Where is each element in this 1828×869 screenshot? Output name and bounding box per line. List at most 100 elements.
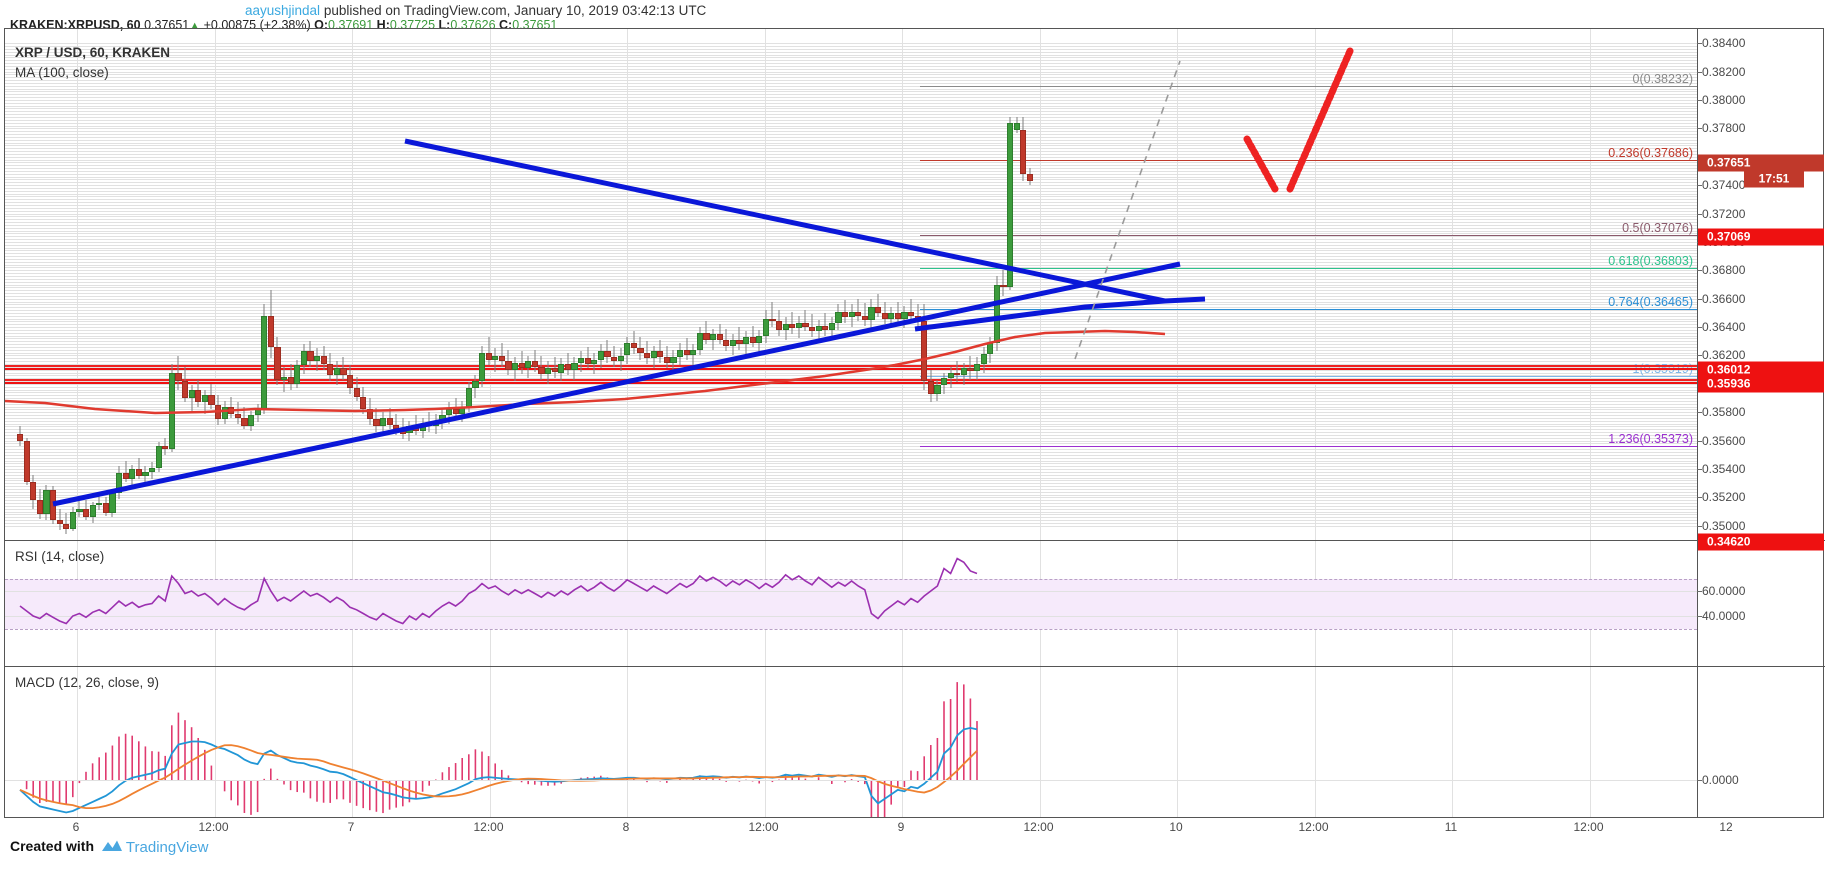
price-tick: 0.36800: [1696, 263, 1746, 278]
price-gridline: [5, 421, 1697, 422]
macd-overlay: [19, 682, 978, 817]
price-plot-area[interactable]: 0(0.38232) 0.236(0.37686) 0.5(0.37076) 0.61…: [5, 29, 1697, 540]
price-gridline: [5, 463, 1697, 464]
price-gridline: [5, 307, 1697, 308]
price-gridline: [5, 429, 1697, 430]
price-pane[interactable]: 0(0.38232) 0.236(0.37686) 0.5(0.37076) 0.61…: [5, 29, 1825, 551]
candle-body: [195, 389, 202, 403]
support-resistance-line: [5, 368, 1697, 370]
macd-plot-area[interactable]: [5, 667, 1697, 817]
price-gridline: [5, 304, 1697, 305]
candlestick: [327, 29, 334, 540]
candle-body: [267, 315, 274, 347]
price-gridline: [5, 293, 1697, 294]
price-gridline: [5, 285, 1697, 286]
candle-body: [551, 368, 558, 373]
candlestick: [1007, 29, 1014, 540]
candle-wick: [857, 298, 859, 322]
price-gridline: [5, 483, 1697, 484]
time-tick: 9: [897, 820, 905, 834]
candle-body: [716, 334, 723, 340]
candlestick: [611, 29, 618, 540]
price-gridline: [5, 86, 1697, 87]
candlestick: [89, 29, 96, 540]
candle-body: [683, 349, 690, 356]
support-resistance-line: [5, 365, 1697, 367]
rsi-plot-area[interactable]: [5, 541, 1697, 666]
candle-body: [888, 312, 895, 319]
price-gridline: [5, 259, 1697, 260]
candle-wick: [534, 349, 536, 373]
candlestick: [234, 29, 241, 540]
macd-pane[interactable]: 0.0000 MACD (12, 26, close, 9): [5, 667, 1825, 817]
price-gridline: [5, 350, 1697, 351]
rsi-pane[interactable]: 60.0000 40.0000 RSI (14, close): [5, 541, 1825, 667]
time-tick: 7: [347, 820, 355, 834]
candlestick: [848, 29, 855, 540]
price-gridline: [5, 228, 1697, 229]
chart-frame: 0(0.38232) 0.236(0.37686) 0.5(0.37076) 0.61…: [4, 28, 1825, 818]
candlestick: [894, 29, 901, 540]
candle-body: [769, 318, 776, 322]
price-tick: 0.35800: [1696, 405, 1746, 420]
candlestick: [881, 29, 888, 540]
rsi-level-30: [5, 628, 1697, 630]
price-gridline: [5, 276, 1697, 277]
macd-scale[interactable]: 0.0000: [1697, 667, 1825, 817]
price-gridline: [5, 441, 1697, 442]
candlestick: [974, 29, 981, 540]
tradingview-brand[interactable]: TradingView: [125, 838, 209, 856]
price-gridline: [5, 162, 1697, 163]
author-name[interactable]: aayushjindal: [245, 3, 321, 18]
candlestick: [353, 29, 360, 540]
price-gridline: [5, 319, 1697, 320]
price-gridline: [5, 466, 1697, 467]
candlestick: [756, 29, 763, 540]
price-gridline: [5, 446, 1697, 447]
candle-wick: [771, 301, 773, 328]
price-gridline: [5, 117, 1697, 118]
price-gridline: [5, 196, 1697, 197]
candle-wick: [824, 312, 826, 336]
price-gridline: [5, 373, 1697, 374]
candlestick: [630, 29, 637, 540]
price-gridline: [5, 108, 1697, 109]
price-tag: 0.37069: [1698, 228, 1824, 246]
candlestick: [201, 29, 208, 540]
price-gridline: [5, 256, 1697, 257]
price-gridline: [5, 100, 1697, 101]
candle-body: [604, 351, 611, 357]
projection-down-arrow: [1243, 135, 1279, 193]
price-gridline: [5, 387, 1697, 388]
price-gridline: [5, 177, 1697, 178]
time-axis[interactable]: 6 12:00 7 12:00 8 12:00 9 12:00 10 12:00 11 12:00 12: [4, 818, 1824, 838]
price-gridline: [5, 409, 1697, 410]
candlestick: [525, 29, 532, 540]
candle-body: [241, 417, 248, 427]
candle-body: [43, 490, 50, 515]
price-gridline: [5, 216, 1697, 217]
candle-body: [360, 396, 367, 410]
candle-body: [234, 413, 241, 418]
price-gridline: [5, 83, 1697, 84]
up-triangle-icon: ▲: [189, 20, 201, 32]
candlestick: [584, 29, 591, 540]
candle-body: [1020, 129, 1027, 174]
candlestick: [195, 29, 202, 540]
price-scale[interactable]: 0.38400 0.38200 0.38000 0.37800 0.37400 0.372…: [1696, 29, 1825, 551]
rsi-scale[interactable]: 60.0000 40.0000: [1696, 541, 1825, 666]
price-gridline: [5, 347, 1697, 348]
price-tag: 0.36012: [1698, 361, 1824, 379]
candle-body: [954, 372, 961, 376]
candle-body: [1000, 284, 1007, 288]
price-gridline: [5, 438, 1697, 439]
candlestick: [538, 29, 545, 540]
candle-wick: [910, 298, 912, 322]
candle-body: [776, 321, 783, 330]
price-gridline: [5, 412, 1697, 413]
candle-wick: [395, 413, 397, 435]
candlestick: [828, 29, 835, 540]
price-gridline: [5, 310, 1697, 311]
candlestick: [155, 29, 162, 540]
candle-body: [142, 471, 149, 477]
